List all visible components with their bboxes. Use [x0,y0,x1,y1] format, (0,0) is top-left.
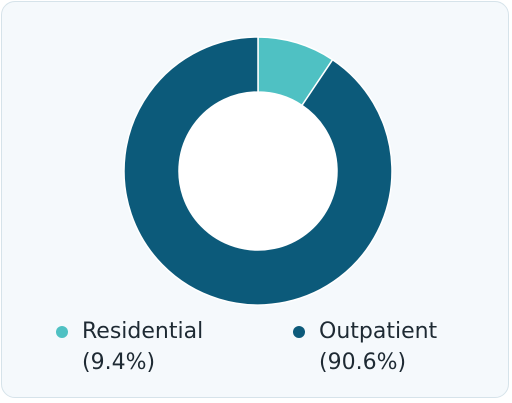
legend-item-outpatient: Outpatient (90.6%) [293,316,437,378]
donut-hole [179,92,337,250]
legend-item-residential: Residential (9.4%) [56,316,203,378]
chart-card: Residential (9.4%) Outpatient (90.6%) [1,1,509,398]
legend-swatch-outpatient [293,326,305,338]
legend-swatch-residential [56,326,68,338]
legend-value-residential: (9.4%) [82,350,156,375]
legend-label-residential: Residential [82,319,204,344]
legend-label-outpatient: Outpatient [319,319,438,344]
legend-value-outpatient: (90.6%) [319,350,407,375]
